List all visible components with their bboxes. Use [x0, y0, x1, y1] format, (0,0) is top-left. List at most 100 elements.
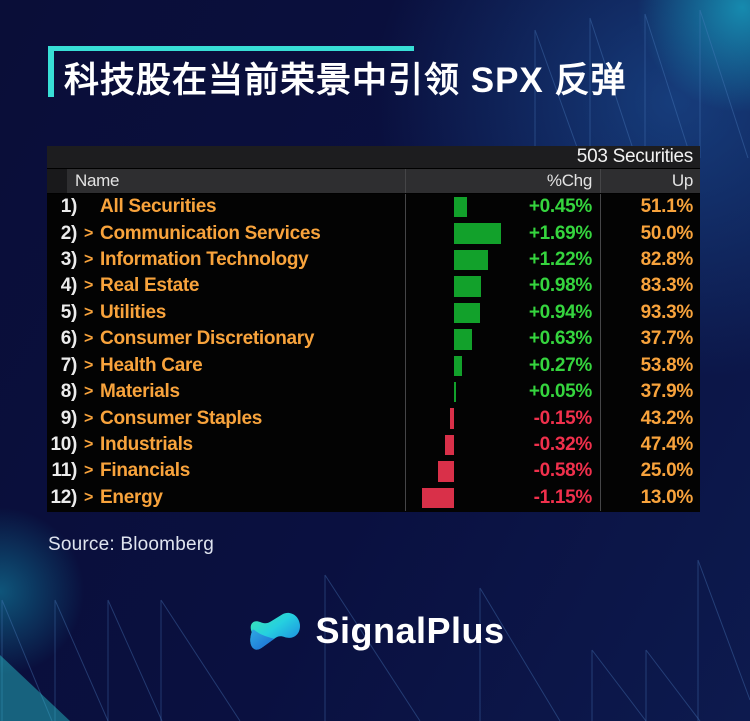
table-row: 7) > Health Care +0.27% 53.8% — [47, 352, 700, 379]
chevron-right-icon: > — [84, 488, 94, 506]
chevron-right-icon: > — [84, 277, 94, 295]
name-cell: 6) > Consumer Discretionary — [47, 326, 405, 352]
chg-value: +0.98% — [528, 275, 592, 297]
table-row: 1) > All Securities +0.45% 51.1% — [47, 194, 700, 221]
name-cell: 2) > Communication Services — [47, 220, 405, 246]
chg-value: -0.32% — [533, 434, 593, 455]
chevron-right-icon: > — [84, 303, 94, 321]
chevron-right-icon: > — [84, 356, 94, 374]
chg-bar — [454, 276, 482, 297]
up-value: 37.9% — [640, 381, 694, 403]
table-row: 12) > Energy -1.15% 13.0% — [47, 484, 700, 512]
chevron-right-icon: > — [84, 436, 94, 453]
chg-value: -0.58% — [533, 460, 593, 482]
sector-name: Information Technology — [100, 249, 309, 271]
sector-name: Consumer Staples — [100, 407, 263, 429]
corner-triangle — [0, 655, 70, 721]
up-value: 51.1% — [640, 196, 694, 218]
up-cell: 53.8% — [600, 352, 700, 379]
table-header-row: Name %Chg Up — [47, 169, 700, 194]
title-accent-bar — [48, 46, 54, 97]
up-value: 25.0% — [640, 460, 694, 482]
chg-cell: +0.27% — [405, 352, 600, 379]
row-number: 8) — [60, 381, 78, 403]
sector-name: Financials — [100, 460, 190, 482]
table-row: 2) > Communication Services +1.69% 50.0% — [47, 220, 700, 247]
chg-bar — [449, 408, 454, 429]
row-number: 10) — [50, 434, 77, 455]
source-text: Source: Bloomberg — [48, 534, 215, 555]
up-value: 43.2% — [640, 407, 694, 429]
table-row: 6) > Consumer Discretionary +0.63% 37.7% — [47, 326, 700, 353]
up-cell: 47.4% — [600, 431, 700, 459]
up-cell: 43.2% — [600, 405, 700, 432]
up-value: 47.4% — [640, 434, 694, 455]
chg-cell: -0.58% — [405, 458, 600, 485]
name-cell: 7) > Health Care — [47, 353, 405, 379]
chg-cell: +1.69% — [405, 220, 600, 247]
table-body: 1) > All Securities +0.45% 51.1% 2) > Co… — [47, 194, 700, 512]
chg-value: +1.22% — [528, 249, 592, 271]
chg-value: +0.27% — [528, 354, 592, 376]
row-number: 5) — [60, 301, 78, 323]
signalplus-wave-icon — [250, 612, 301, 650]
header-corner-cell — [47, 169, 67, 193]
up-cell: 50.0% — [600, 220, 700, 247]
up-value: 37.7% — [640, 328, 694, 350]
chg-bar — [421, 487, 454, 509]
up-cell: 51.1% — [600, 194, 700, 221]
chevron-right-icon: > — [84, 383, 94, 401]
chg-bar — [445, 434, 454, 456]
chg-bar — [454, 381, 456, 403]
chg-bar — [454, 355, 462, 376]
table-row: 3) > Information Technology +1.22% 82.8% — [47, 246, 700, 274]
sector-name: Consumer Discretionary — [100, 328, 315, 350]
up-value: 83.3% — [640, 275, 694, 297]
sector-name: Utilities — [100, 301, 166, 323]
chg-cell: -0.32% — [405, 431, 600, 459]
sector-table: 503 Securities Name %Chg Up 1) > All Sec… — [47, 146, 700, 512]
row-number: 11) — [51, 460, 77, 482]
chg-bar — [454, 249, 489, 271]
up-cell: 82.8% — [600, 246, 700, 274]
chg-cell: +0.05% — [405, 378, 600, 406]
up-value: 13.0% — [640, 486, 694, 508]
name-cell: 8) > Materials — [47, 379, 405, 405]
chg-cell: +0.94% — [405, 299, 600, 327]
chg-bar — [454, 302, 481, 324]
column-header-chg: %Chg — [405, 169, 600, 193]
up-cell: 37.7% — [600, 326, 700, 353]
row-number: 3) — [60, 249, 78, 271]
name-cell: 4) > Real Estate — [47, 273, 405, 299]
row-number: 4) — [60, 275, 78, 297]
chg-cell: +0.45% — [405, 194, 600, 221]
name-cell: 5) > Utilities — [47, 300, 405, 326]
table-row: 8) > Materials +0.05% 37.9% — [47, 378, 700, 406]
sector-name: Industrials — [100, 434, 193, 455]
table-row: 9) > Consumer Staples -0.15% 43.2% — [47, 405, 700, 432]
name-cell: 10) > Industrials — [47, 432, 405, 458]
up-cell: 25.0% — [600, 458, 700, 485]
table-row: 5) > Utilities +0.94% 93.3% — [47, 299, 700, 327]
chg-value: +0.45% — [528, 196, 592, 218]
table-row: 10) > Industrials -0.32% 47.4% — [47, 431, 700, 459]
chevron-right-icon: > — [84, 251, 94, 269]
name-cell: 1) > All Securities — [47, 194, 405, 220]
chg-value: +0.05% — [528, 381, 592, 403]
chevron-right-icon: > — [84, 330, 94, 348]
name-cell: 3) > Information Technology — [47, 247, 405, 273]
chg-bar — [437, 461, 454, 482]
page-title: 科技股在当前荣景中引领 SPX 反弹 — [64, 61, 627, 100]
sector-name: Health Care — [100, 354, 203, 376]
chg-value: -0.15% — [533, 407, 593, 429]
row-number: 2) — [60, 222, 78, 244]
chg-bar — [454, 329, 472, 350]
sector-name: Energy — [100, 486, 163, 508]
name-cell: 12) > Energy — [47, 485, 405, 511]
brand-name: SignalPlus — [315, 610, 505, 651]
securities-count: 503 Securities — [47, 146, 700, 169]
table-row: 4) > Real Estate +0.98% 83.3% — [47, 273, 700, 300]
name-cell: 9) > Consumer Staples — [47, 405, 405, 431]
row-number: 1) — [60, 196, 78, 218]
